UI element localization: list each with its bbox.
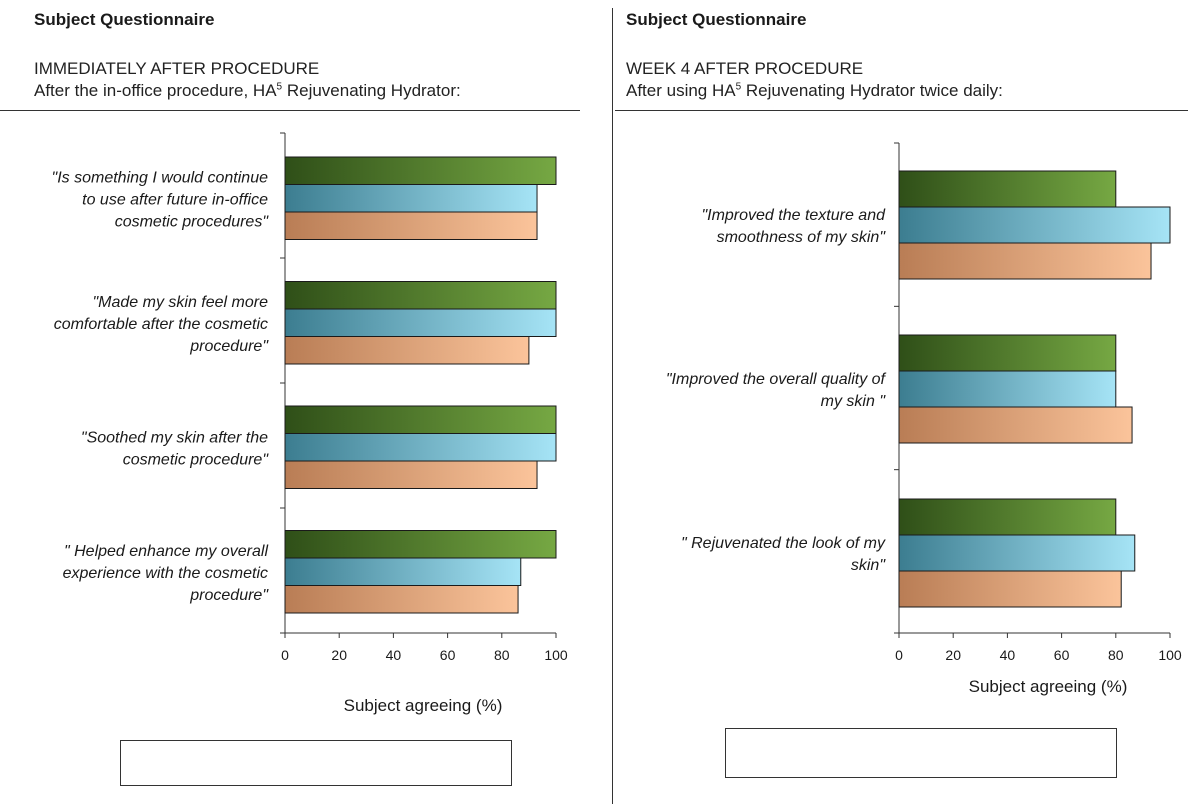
right-bar-energy-based bbox=[898, 498, 1117, 536]
right-x-tick-label: 60 bbox=[1054, 647, 1070, 663]
right-x-tick-label: 80 bbox=[1108, 647, 1124, 663]
left-bar-chemical bbox=[284, 336, 530, 365]
left-bar-energy-based bbox=[284, 281, 557, 310]
left-bar-chemical bbox=[284, 460, 538, 489]
right-x-tick-label: 0 bbox=[895, 647, 903, 663]
right-subtitle-timing: WEEK 4 AFTER PROCEDURE bbox=[626, 59, 864, 78]
right-x-tick-label: 20 bbox=[945, 647, 961, 663]
left-bar-energy-based bbox=[284, 156, 557, 185]
right-bar-chemical bbox=[898, 242, 1152, 280]
left-category-label: "Is something I would continue to use aft… bbox=[52, 169, 270, 230]
right-legend bbox=[725, 728, 1117, 778]
left-legend bbox=[120, 740, 512, 786]
panel-divider-vertical bbox=[612, 8, 613, 804]
left-bar-physical bbox=[284, 557, 522, 586]
right-bar-physical bbox=[898, 370, 1117, 408]
right-bar-chemical bbox=[898, 570, 1122, 608]
left-header-divider bbox=[0, 110, 580, 111]
right-panel-title: Subject Questionnaire bbox=[626, 10, 807, 29]
left-bar-physical bbox=[284, 308, 557, 337]
left-category-label: "Made my skin feel more comfortable after… bbox=[54, 294, 270, 355]
right-bar-chemical bbox=[898, 406, 1133, 444]
right-x-tick-label: 100 bbox=[1158, 647, 1182, 663]
left-category-label: "Soothed my skin after the cosmetic proce… bbox=[81, 429, 269, 468]
right-bar-energy-based bbox=[898, 334, 1117, 372]
left-category-label: " Helped enhance my overall experience wi… bbox=[63, 543, 270, 604]
left-x-tick-label: 80 bbox=[494, 647, 510, 663]
left-bar-chemical bbox=[284, 211, 538, 240]
right-category-label: "Improved the texture and smoothness of m… bbox=[701, 207, 886, 246]
left-x-tick-label: 40 bbox=[386, 647, 402, 663]
left-x-tick-label: 0 bbox=[281, 647, 289, 663]
left-bar-chemical bbox=[284, 585, 519, 614]
right-category-label: "Improved the overall quality of my skin … bbox=[666, 371, 887, 410]
left-panel-title: Subject Questionnaire bbox=[34, 10, 215, 29]
left-x-tick-label: 60 bbox=[440, 647, 456, 663]
left-x-tick-label: 100 bbox=[544, 647, 568, 663]
right-header-divider bbox=[615, 110, 1188, 111]
left-subtitle-description: After the in-office procedure, HA5 Rejuv… bbox=[34, 81, 461, 100]
right-category-label: " Rejuvenated the look of my skin" bbox=[681, 535, 886, 574]
left-bar-energy-based bbox=[284, 405, 557, 434]
right-bar-physical bbox=[898, 534, 1136, 572]
left-x-axis-title: Subject agreeing (%) bbox=[344, 696, 503, 715]
right-bar-energy-based bbox=[898, 170, 1117, 208]
right-subtitle-description: After using HA5 Rejuvenating Hydrator tw… bbox=[626, 81, 1003, 100]
right-x-tick-label: 40 bbox=[1000, 647, 1016, 663]
right-x-axis-title: Subject agreeing (%) bbox=[969, 677, 1128, 696]
left-x-tick-label: 20 bbox=[331, 647, 347, 663]
left-subtitle-timing: IMMEDIATELY AFTER PROCEDURE bbox=[34, 59, 320, 78]
right-bar-physical bbox=[898, 206, 1171, 244]
left-bar-energy-based bbox=[284, 530, 557, 559]
left-bar-physical bbox=[284, 184, 538, 213]
left-bar-physical bbox=[284, 433, 557, 462]
